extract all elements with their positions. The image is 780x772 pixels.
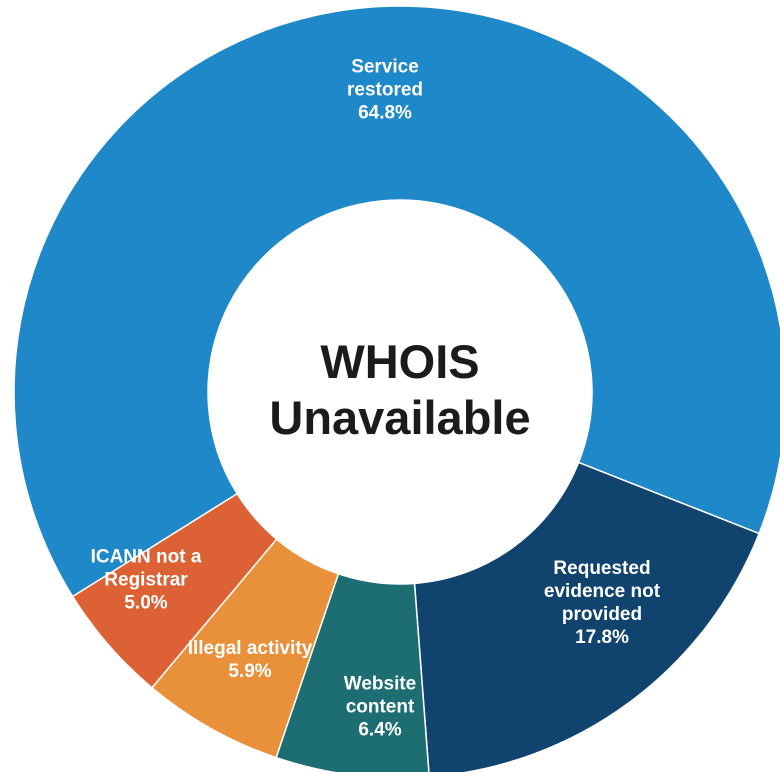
value-label: 17.8% bbox=[575, 627, 629, 648]
wedge bbox=[413, 461, 761, 772]
category-label: Illegal activity bbox=[187, 638, 313, 659]
slice-label: Illegal activity 5.9% bbox=[140, 637, 360, 683]
slice-label: ICANN not a Registrar 5.0% bbox=[59, 546, 234, 615]
wedge bbox=[13, 5, 780, 598]
category-label: Requested evidence not provided bbox=[543, 558, 661, 625]
wedge bbox=[71, 492, 278, 689]
value-label: 64.8% bbox=[358, 102, 412, 124]
value-label: 6.4% bbox=[358, 719, 402, 741]
category-label: Service restored bbox=[346, 56, 424, 101]
slice-label: Service restored 64.8% bbox=[320, 56, 450, 125]
slice-label: Website content 6.4% bbox=[325, 673, 435, 742]
value-label: 5.9% bbox=[228, 661, 272, 682]
category-label: ICANN not a Registrar bbox=[90, 546, 202, 591]
category-label: Website content bbox=[343, 673, 417, 718]
slice-label: Requested evidence not provided 17.8% bbox=[522, 557, 682, 649]
value-label: 5.0% bbox=[124, 592, 168, 614]
center-title: WHOIS Unavailable bbox=[269, 335, 531, 444]
